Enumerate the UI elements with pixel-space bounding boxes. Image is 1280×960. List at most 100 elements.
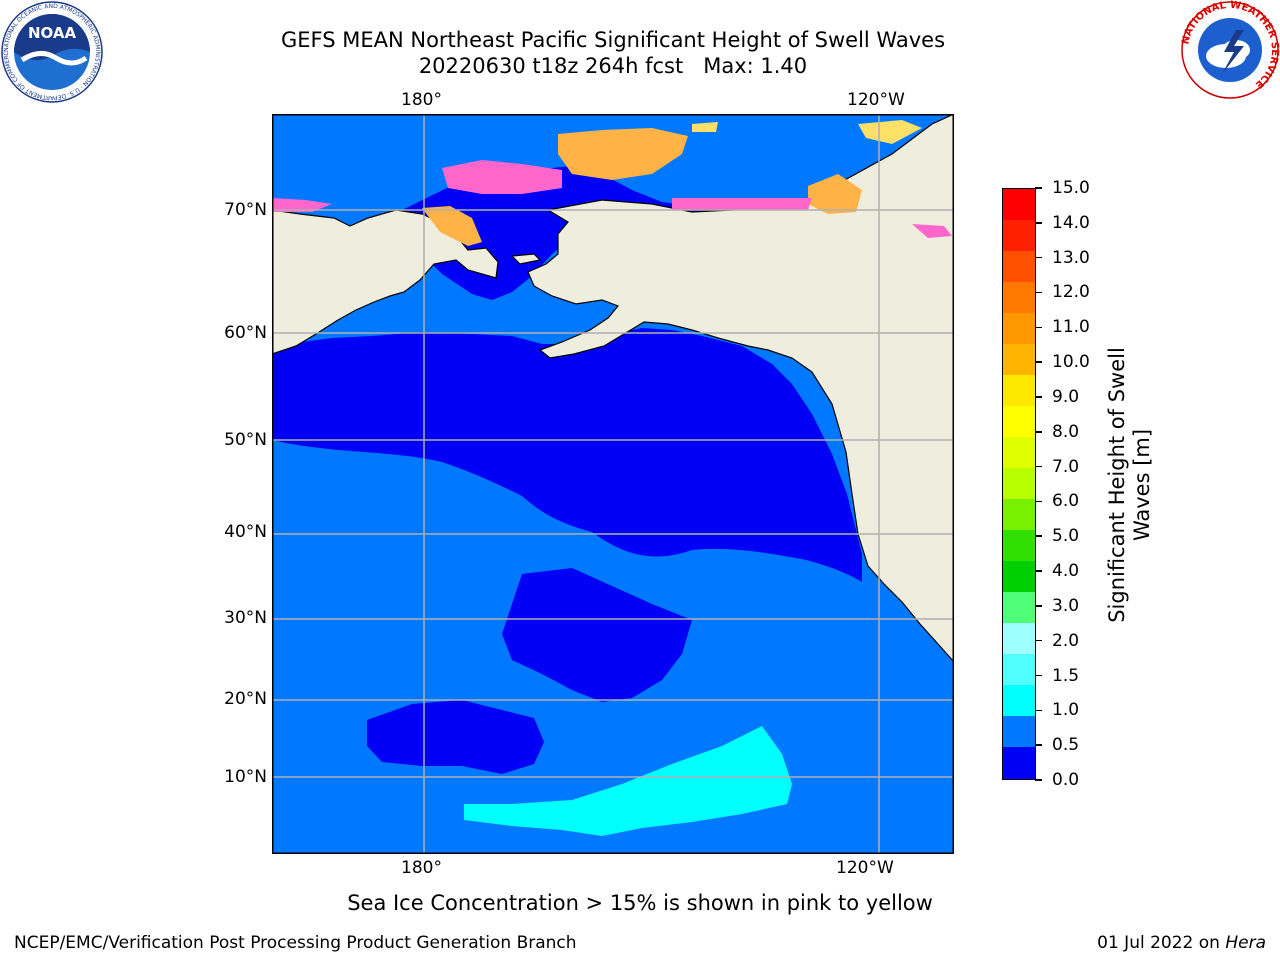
colorbar-tick-label: 1.0 <box>1052 700 1080 721</box>
lon-label-top-180: 180° <box>401 90 442 110</box>
colorbar-tick-mark <box>1035 291 1042 294</box>
colorbar-tick-mark <box>1035 674 1042 677</box>
date-text: 01 Jul 2022 on Hera <box>1097 933 1266 953</box>
colorbar-segment <box>1003 375 1035 407</box>
colorbar-segment <box>1003 685 1035 717</box>
colorbar-segment <box>1003 406 1035 438</box>
colorbar-tick-label: 0.5 <box>1052 735 1080 756</box>
credit-text: NCEP/EMC/Verification Post Processing Pr… <box>14 933 577 953</box>
colorbar-tick-mark <box>1035 639 1042 642</box>
lat-label-20n: 20°N <box>224 689 267 709</box>
colorbar-tick-label: 4.0 <box>1052 561 1080 582</box>
noaa-logo-text: NOAA <box>28 24 77 42</box>
sea-ice-siberia <box>272 198 332 212</box>
sea-ice-chukchi <box>558 128 688 180</box>
colorbar-tick-label: 0.0 <box>1052 770 1080 790</box>
sea-ice-east-siberian <box>422 206 482 246</box>
lon-label-bottom-120w: 120°W <box>836 858 894 878</box>
lat-label-40n: 40°N <box>224 522 267 542</box>
colorbar-segment <box>1003 716 1035 748</box>
colorbar-tick-label: 14.0 <box>1052 212 1090 233</box>
colorbar-title-line1: Significant Height of Swell <box>1105 347 1129 623</box>
colorbar-tick-mark <box>1035 222 1042 224</box>
lon-label-top-120w: 120°W <box>847 90 905 110</box>
lon-label-bottom-180: 180° <box>401 858 442 878</box>
colorbar-segment <box>1003 561 1035 593</box>
sea-ice-arctic-archipelago <box>858 120 922 144</box>
chart-title: GEFS MEAN Northeast Pacific Significant … <box>280 28 946 52</box>
colorbar-tick-label: 1.5 <box>1052 665 1080 686</box>
colorbar-tick-label: 2.0 <box>1052 630 1080 651</box>
colorbar-tick-label: 7.0 <box>1052 456 1080 477</box>
colorbar-title-line2: Waves [m] <box>1130 428 1154 542</box>
colorbar-tick-mark <box>1035 535 1042 537</box>
map-frame <box>272 114 954 854</box>
colorbar-segment <box>1003 623 1035 655</box>
colorbar-tick-label: 10.0 <box>1052 352 1090 373</box>
colorbar-tick-mark <box>1035 256 1042 259</box>
nws-logo: NATIONAL WEATHER SERVICE <box>1180 0 1280 99</box>
colorbar-tick-label: 9.0 <box>1052 386 1080 407</box>
colorbar-tick-mark <box>1035 431 1042 433</box>
colorbar-tick-mark <box>1035 570 1042 572</box>
sea-ice-fragment-b <box>672 198 812 210</box>
colorbar-tick-label: 15.0 <box>1052 178 1090 198</box>
sea-ice-hudson <box>912 224 952 238</box>
colorbar-tick-label: 11.0 <box>1052 317 1090 338</box>
lat-label-60n: 60°N <box>224 323 267 343</box>
date-machine: Hera <box>1225 933 1266 953</box>
colorbar-segment <box>1003 592 1035 624</box>
colorbar-segment <box>1003 747 1035 779</box>
colorbar-tick-label: 8.0 <box>1052 421 1080 442</box>
colorbar-tick-mark <box>1035 709 1042 712</box>
colorbar-tick-mark <box>1035 326 1042 329</box>
colorbar-segment <box>1003 220 1035 252</box>
colorbar-segment <box>1003 530 1035 562</box>
colorbar-segment <box>1003 468 1035 500</box>
land-alaska-canada <box>527 114 954 663</box>
colorbar-segment <box>1003 437 1035 469</box>
colorbar-segment <box>1003 189 1035 221</box>
colorbar-tick-mark <box>1035 605 1042 607</box>
sea-ice-fragment-a <box>692 122 718 132</box>
colorbar-segment <box>1003 344 1035 376</box>
colorbar-tick-label: 3.0 <box>1052 595 1080 616</box>
sea-ice-canada <box>808 174 862 214</box>
colorbar-tick-label: 6.0 <box>1052 491 1080 512</box>
colorbar-tick-label: 13.0 <box>1052 247 1090 268</box>
colorbar-tick-mark <box>1035 465 1042 468</box>
ocean-cyan-swell <box>464 726 792 836</box>
graticule <box>272 114 954 854</box>
land-st-lawrence-island <box>510 253 542 265</box>
lat-label-70n: 70°N <box>224 200 267 220</box>
colorbar-tick-mark <box>1035 396 1042 398</box>
colorbar-segment <box>1003 499 1035 531</box>
lat-label-50n: 50°N <box>224 430 267 450</box>
chart-subtitle-forecast: 20220630 t18z 264h fcst Max: 1.40 <box>418 54 808 78</box>
ocean-low-swell-west <box>367 700 544 774</box>
ocean-low-swell <box>272 328 862 582</box>
ocean-low-swell-subtropic <box>502 568 692 702</box>
ocean-low-swell-north <box>402 166 852 300</box>
colorbar-segment <box>1003 282 1035 314</box>
colorbar-segment <box>1003 654 1035 686</box>
date-prefix: 01 Jul 2022 on <box>1097 933 1226 953</box>
colorbar-tick-label: 12.0 <box>1052 282 1090 303</box>
colorbar <box>1002 188 1036 780</box>
colorbar-tick-mark <box>1035 779 1042 781</box>
colorbar-tick-mark <box>1035 187 1042 189</box>
colorbar-tick-mark <box>1035 744 1042 746</box>
lat-label-10n: 10°N <box>224 767 267 787</box>
map-canvas <box>272 114 954 854</box>
colorbar-segment <box>1003 313 1035 345</box>
colorbar-tick-mark <box>1035 500 1042 503</box>
colorbar-title: Significant Height of Swell Waves [m] <box>1105 347 1155 623</box>
lat-label-30n: 30°N <box>224 608 267 628</box>
colorbar-tick-mark <box>1035 361 1042 363</box>
colorbar-segment <box>1003 251 1035 283</box>
sea-ice-beaufort <box>442 160 562 194</box>
land-siberia <box>272 209 499 355</box>
colorbar-tick-label: 5.0 <box>1052 526 1080 547</box>
map-panel <box>272 114 954 854</box>
sea-ice-note: Sea Ice Concentration > 15% is shown in … <box>347 891 933 915</box>
